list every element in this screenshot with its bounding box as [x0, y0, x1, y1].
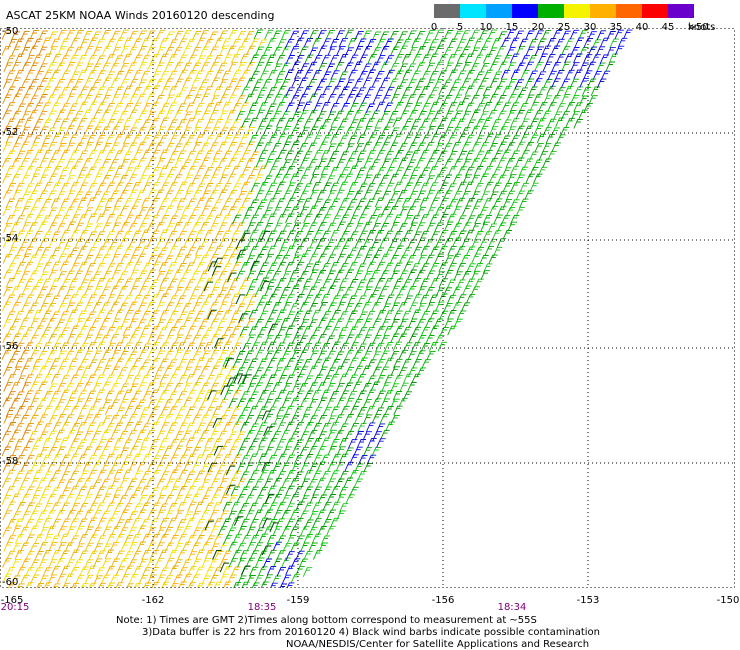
colorbar-label: 0: [430, 22, 438, 33]
lon-label-156: -156: [431, 595, 455, 606]
note-line-2: 3)Data buffer is 22 hrs from 20160120 4)…: [142, 627, 600, 638]
lat-label-54: -54: [2, 233, 19, 244]
colorbar-swatch: [590, 4, 616, 18]
time-label-center: 18:35: [247, 602, 277, 613]
colorbar-swatch: [616, 4, 642, 18]
lat-label-52: -52: [2, 127, 19, 138]
wind-barb-group: [266, 29, 628, 588]
lat-label-60: -60: [2, 577, 19, 588]
colorbar-label: 30: [583, 22, 597, 33]
colorbar-label: 20: [531, 22, 545, 33]
wind-barb-group: [221, 29, 616, 569]
lon-label-159: -159: [286, 595, 310, 606]
colorbar-label: 5: [456, 22, 464, 33]
wind-barb-group: [262, 30, 616, 588]
wind-barb-group: [1, 45, 49, 472]
wind-barbs: [1, 29, 633, 588]
colorbar-swatch: [564, 4, 590, 18]
time-label-west: 20:15: [0, 602, 30, 613]
colorbar-label: 45: [661, 22, 675, 33]
lat-label-50: -50: [2, 26, 19, 37]
colorbar-label: >50: [687, 22, 709, 33]
colorbar-label: 40: [635, 22, 649, 33]
wind-barb-group: [1, 30, 268, 588]
graticule: [0, 28, 735, 588]
colorbar-swatch: [538, 4, 564, 18]
colorbar-label: 15: [505, 22, 519, 33]
colorbar-units: knots: [688, 22, 716, 33]
page-title: ASCAT 25KM NOAA Winds 20160120 descendin…: [6, 9, 275, 22]
lon-label-150: -150: [716, 595, 740, 606]
colorbar-swatch: [512, 4, 538, 18]
lon-label-162: -162: [141, 595, 165, 606]
colorbar-swatch: [642, 4, 668, 18]
colorbar-swatch: [434, 4, 460, 18]
wind-barb-group: [230, 29, 619, 586]
map-frame: [0, 28, 735, 588]
note-line-3: NOAA/NESDIS/Center for Satellite Applica…: [286, 639, 590, 650]
contaminated-wind-barbs: [203, 230, 279, 576]
lon-label-153: -153: [576, 595, 600, 606]
wind-barb-group: [1, 30, 260, 588]
wind-barb-group: [217, 30, 598, 588]
colorbar-swatch: [486, 4, 512, 18]
lat-label-58: -58: [2, 456, 19, 467]
colorbar-swatch: [668, 4, 694, 18]
colorbar-label: 25: [557, 22, 571, 33]
lat-label-56: -56: [2, 341, 19, 352]
wind-barb-group: [2, 30, 268, 588]
time-label-east: 18:34: [497, 602, 527, 613]
note-line-1: Note: 1) Times are GMT 2)Times along bot…: [116, 615, 537, 626]
colorbar-swatch: [460, 4, 486, 18]
colorbar-label: 35: [609, 22, 623, 33]
wind-barb-group: [222, 29, 602, 568]
colorbar-label: 10: [479, 22, 493, 33]
lon-label-165: -165: [0, 595, 24, 606]
